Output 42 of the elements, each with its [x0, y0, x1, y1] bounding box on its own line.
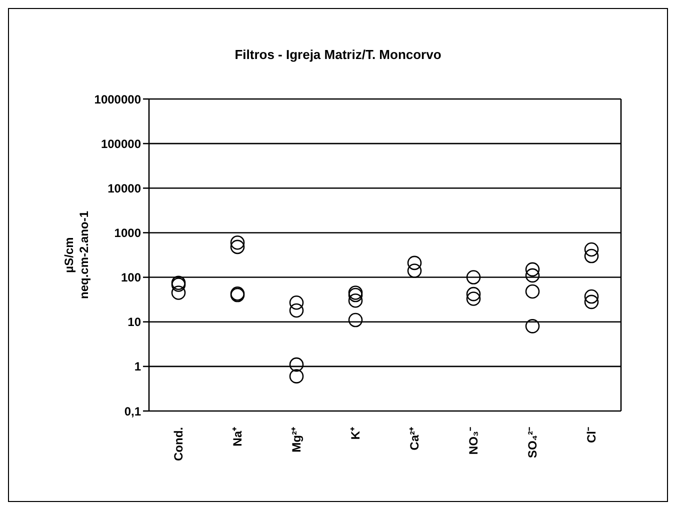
y-tick-label: 100 — [120, 270, 142, 285]
point — [525, 262, 540, 277]
y-tick-label: 1 — [134, 360, 142, 374]
y-tick-label: 1000000 — [94, 92, 142, 106]
point — [230, 235, 245, 250]
y-tick-label: 1000 — [114, 226, 142, 240]
point — [584, 248, 599, 264]
point — [466, 286, 481, 302]
point — [289, 357, 304, 372]
x-tick-label: Ca²⁺ — [408, 427, 422, 450]
point — [407, 264, 422, 278]
point — [584, 294, 599, 310]
point — [348, 288, 363, 302]
point — [171, 286, 186, 300]
y-axis-title: µS/cm neq.cm-2.ano-1 — [62, 210, 91, 300]
x-tick-label: Na⁺ — [230, 427, 244, 446]
point — [348, 312, 363, 328]
y-tick-label: 0,1 — [124, 404, 142, 418]
point — [407, 256, 422, 270]
x-tick-label: NO₃⁻ — [466, 427, 480, 455]
y-tick-label: 10 — [128, 315, 142, 330]
x-tick-label: Mg²⁺ — [290, 427, 304, 452]
point — [584, 289, 599, 304]
y-tick-label: 10000 — [108, 181, 142, 196]
x-tick-label: SO₄²⁻ — [526, 427, 540, 458]
point — [348, 286, 363, 300]
x-tick-label: K⁺ — [348, 427, 362, 440]
chart-title: Filtros - Igreja Matriz/T. Moncorvo — [234, 47, 442, 62]
point — [525, 268, 540, 283]
y-tick-label: 100000 — [100, 136, 142, 151]
point — [348, 293, 363, 308]
point — [466, 270, 481, 284]
point — [525, 319, 540, 334]
point — [289, 295, 304, 310]
x-tick-label: Cond. — [172, 427, 186, 461]
point — [289, 369, 304, 384]
point — [466, 292, 481, 306]
point — [584, 242, 599, 257]
point — [289, 303, 304, 318]
x-tick-label: Cl⁻ — [584, 427, 598, 443]
point — [230, 240, 245, 254]
point — [525, 284, 540, 299]
